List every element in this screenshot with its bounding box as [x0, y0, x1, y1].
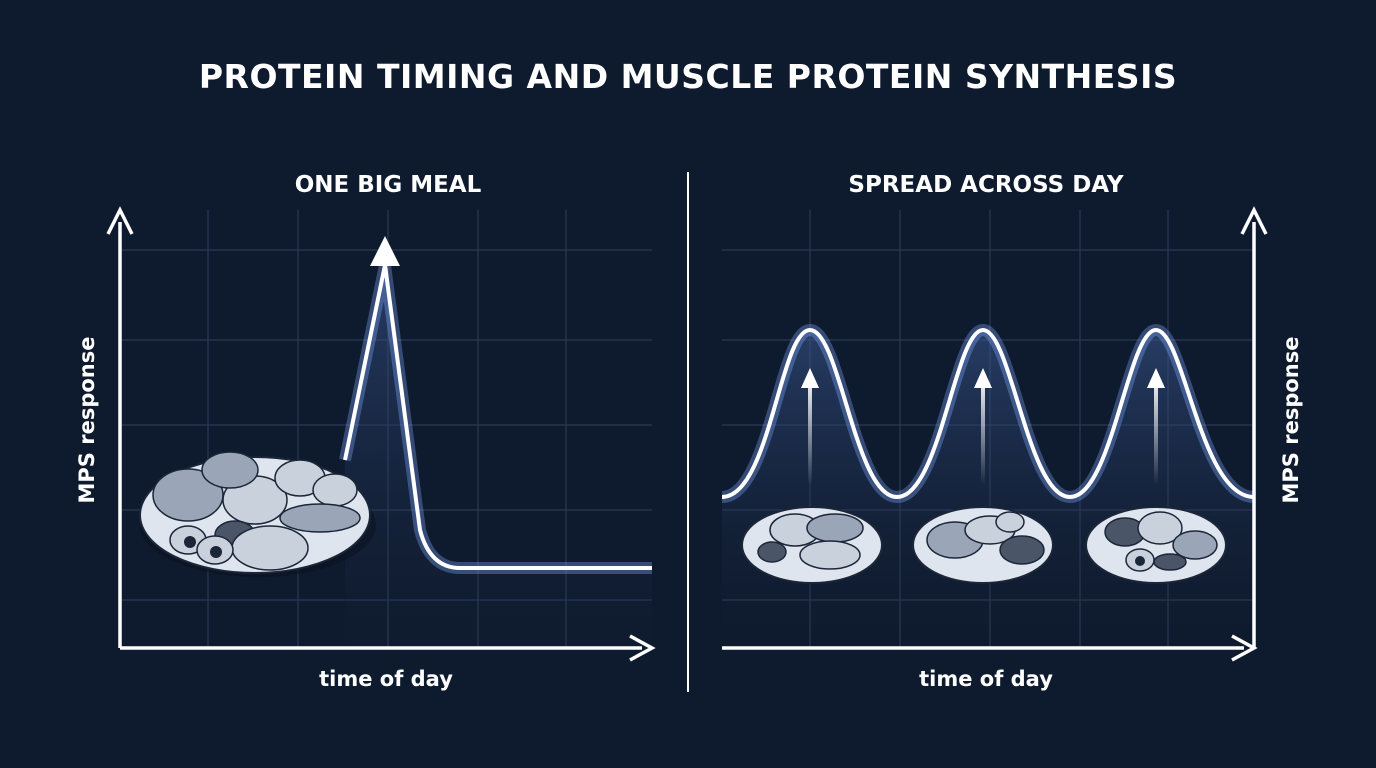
peak-arrow — [370, 236, 400, 266]
rise-arrows — [801, 368, 1165, 485]
curve — [343, 264, 652, 570]
main-title: PROTEIN TIMING AND MUSCLE PROTEIN SYNTHE… — [199, 57, 1177, 96]
x-axis — [120, 634, 656, 662]
panel-title: SPREAD ACROSS DAY — [848, 172, 1123, 198]
x-axis-label: time of day — [319, 667, 453, 691]
panel-title: ONE BIG MEAL — [295, 172, 482, 198]
area — [345, 265, 652, 648]
y-axis-label: MPS response — [1279, 337, 1303, 504]
y-axis — [1240, 206, 1268, 648]
x-axis — [722, 634, 1258, 662]
left-panel: ONE BIG MEAL — [75, 172, 656, 691]
curve — [721, 327, 1255, 500]
y-axis-label: MPS response — [75, 337, 99, 504]
big-plate — [139, 451, 376, 577]
right-panel: SPREAD ACROSS DAY — [720, 172, 1303, 691]
x-axis-label: time of day — [919, 667, 1053, 691]
small-plates — [741, 506, 1227, 584]
y-axis — [106, 206, 134, 648]
